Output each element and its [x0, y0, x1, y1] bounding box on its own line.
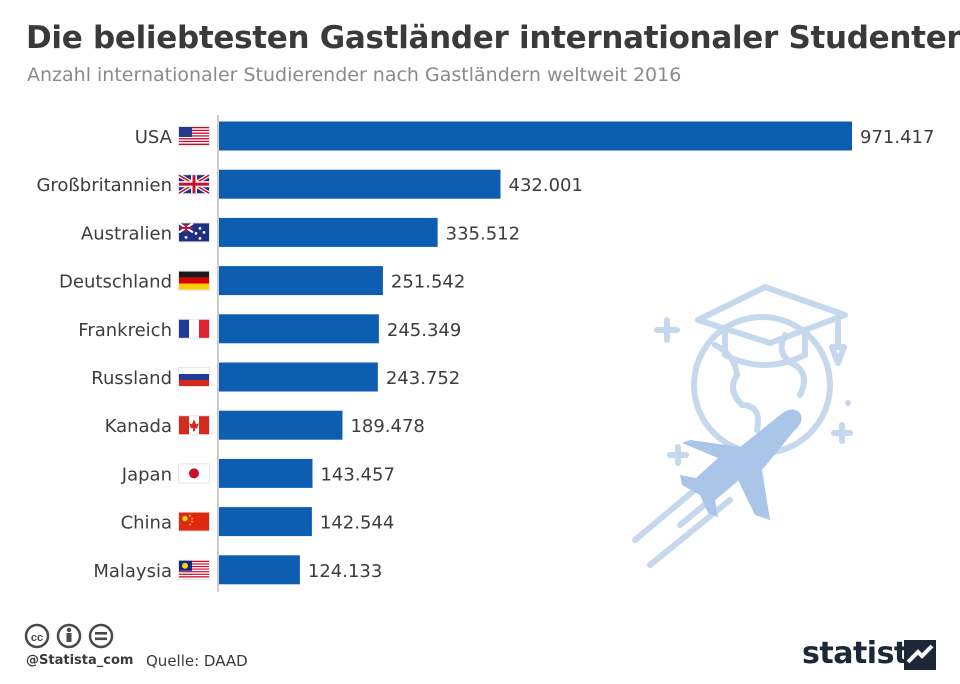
ca-flag-icon	[178, 415, 210, 436]
value-label: 245.349	[387, 320, 461, 341]
category-label: Frankreich	[78, 320, 172, 341]
au-flag-icon	[178, 222, 210, 243]
value-label: 971.417	[860, 127, 934, 148]
bar	[219, 555, 300, 585]
value-label: 432.001	[509, 175, 583, 196]
bar	[219, 217, 438, 247]
category-label: Australien	[81, 223, 172, 244]
no-derivatives-icon	[88, 623, 114, 649]
bar	[219, 507, 312, 537]
graduation-globe-airplane-icon	[632, 284, 853, 568]
creative-commons-icon: cc	[24, 623, 50, 649]
value-label: 243.752	[386, 368, 460, 389]
my-flag-icon	[178, 559, 210, 580]
bar	[219, 314, 379, 344]
us-flag-icon	[178, 126, 210, 146]
category-label: Russland	[91, 368, 172, 389]
value-label: 251.542	[391, 272, 465, 293]
svg-text:cc: cc	[31, 632, 43, 644]
category-label: Kanada	[105, 416, 172, 437]
bar	[219, 362, 378, 392]
jp-flag-icon	[178, 463, 210, 484]
category-label: Großbritannien	[36, 175, 172, 196]
bar-chart: 971.417 USA 432.001 Großbritannien 335.512 Au…	[36, 115, 934, 592]
statista-logo-icon	[904, 640, 936, 670]
license-icons: cc	[24, 623, 114, 649]
ru-flag-icon	[178, 367, 210, 387]
category-label: USA	[135, 127, 173, 148]
value-label: 142.544	[320, 513, 394, 534]
bar	[219, 266, 383, 296]
bar	[219, 121, 852, 151]
category-label: China	[121, 513, 172, 534]
attribution-icon	[56, 623, 82, 649]
value-label: 124.133	[308, 561, 382, 582]
bar	[219, 410, 343, 440]
chart-subtitle: Anzahl internationaler Studierender nach…	[27, 64, 682, 86]
cn-flag-icon	[178, 511, 210, 532]
source-note: Quelle: DAAD	[146, 652, 248, 670]
gb-flag-icon	[177, 173, 211, 195]
value-label: 143.457	[320, 464, 394, 485]
bar	[219, 458, 313, 488]
chart-title: Die beliebtesten Gastländer internationa…	[26, 20, 960, 56]
value-label: 335.512	[446, 223, 520, 244]
value-label: 189.478	[350, 416, 424, 437]
category-label: Japan	[121, 464, 172, 485]
bar	[219, 169, 501, 199]
fr-flag-icon	[178, 318, 210, 339]
category-label: Malaysia	[93, 561, 172, 582]
de-flag-icon	[178, 270, 210, 291]
category-label: Deutschland	[59, 272, 172, 293]
statista-handle: @Statista_com	[26, 653, 134, 668]
